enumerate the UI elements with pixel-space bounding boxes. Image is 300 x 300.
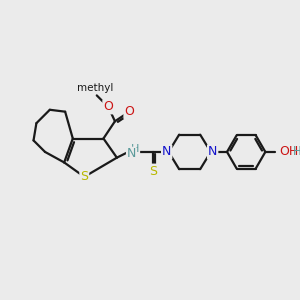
Text: methyl: methyl — [76, 83, 113, 93]
Text: H: H — [131, 144, 139, 154]
Text: N: N — [208, 146, 217, 158]
Text: N: N — [127, 147, 136, 160]
Text: S: S — [80, 170, 88, 183]
Text: N: N — [162, 146, 171, 158]
Text: H: H — [293, 146, 300, 158]
Text: O: O — [103, 100, 113, 113]
Text: O: O — [124, 105, 134, 118]
Text: S: S — [149, 165, 157, 178]
Text: OH: OH — [280, 146, 299, 158]
